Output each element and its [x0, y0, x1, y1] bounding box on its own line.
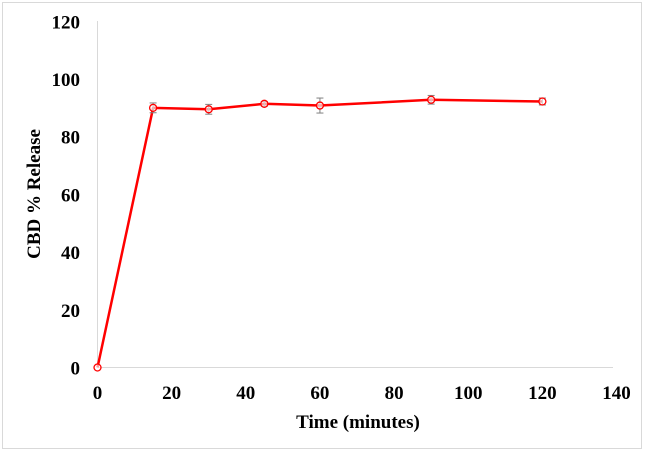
data-point-marker [426, 95, 436, 104]
x-tick-label: 0 [93, 383, 103, 404]
y-axis-title: CBD % Release [24, 129, 45, 259]
series-line [96, 98, 543, 368]
y-tick-label: 40 [61, 243, 80, 264]
x-tick-label: 140 [602, 383, 631, 404]
chart-frame [2, 2, 642, 449]
x-tick-labels: 0 20 40 60 80 100 120 140 [93, 383, 631, 404]
x-axis-title: Time (minutes) [296, 412, 420, 433]
y-tick-label: 20 [61, 301, 80, 322]
data-point-marker [204, 105, 213, 114]
data-point-marker [93, 363, 102, 372]
x-tick-label: 100 [454, 383, 483, 404]
y-tick-label: 120 [52, 12, 81, 33]
x-tick-label: 120 [528, 383, 557, 404]
data-point-marker [538, 97, 547, 106]
x-tick-label: 60 [310, 383, 329, 404]
y-tick-label: 0 [71, 359, 81, 380]
x-tick-label: 40 [236, 383, 255, 404]
y-tick-label: 80 [61, 128, 80, 149]
data-point-marker [315, 101, 325, 110]
x-tick-label: 20 [162, 383, 181, 404]
data-point-marker [148, 103, 158, 112]
y-tick-label: 60 [61, 185, 80, 206]
y-tick-labels: 0 20 40 60 80 100 120 [52, 12, 81, 379]
y-tick-label: 100 [52, 70, 81, 91]
data-series [93, 94, 547, 372]
axes [97, 21, 613, 368]
data-point-marker [260, 99, 269, 108]
x-tick-label: 80 [385, 383, 404, 404]
